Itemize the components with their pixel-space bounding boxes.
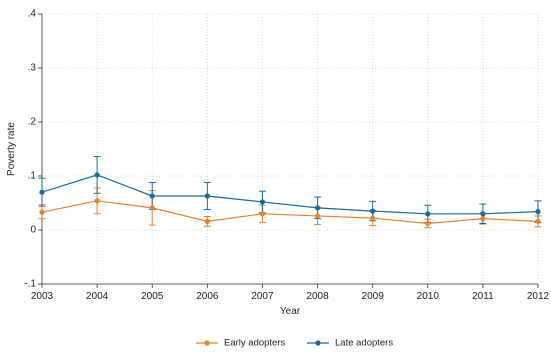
y-tick-label: .2 <box>28 117 37 128</box>
early-adopters-point <box>370 215 376 221</box>
x-tick-label: 2011 <box>472 291 494 302</box>
y-tick-label: 0 <box>30 225 36 236</box>
legend-late-adopters-label: Late adopters <box>335 338 393 349</box>
early-adopters-point <box>535 218 541 224</box>
x-axis-title: Year <box>280 306 301 317</box>
late-adopters-point <box>425 211 431 217</box>
x-tick-label: 2012 <box>527 291 550 302</box>
early-adopters-point <box>259 211 266 217</box>
legend-late-adopters-marker <box>315 340 321 346</box>
gridlines <box>41 13 539 285</box>
x-tick-label: 2005 <box>141 291 164 302</box>
y-tick-label: .1 <box>28 171 37 182</box>
late-adopters-point <box>480 211 486 217</box>
x-tick-label: 2003 <box>31 291 54 302</box>
early-adopters-point <box>94 198 100 204</box>
tick-labels: -.1 0 .1 .2 .3 .4 2003 2004 2005 2006 2007 2008 2009… <box>24 9 549 302</box>
x-tick-label: 2009 <box>362 291 385 302</box>
y-tick-label: -.1 <box>24 279 36 290</box>
late-adopters-point <box>149 193 155 199</box>
early-adopters-point <box>149 205 155 211</box>
error-bars <box>38 156 542 229</box>
x-tick-label: 2007 <box>251 291 274 302</box>
axes <box>38 13 539 288</box>
legend: Early adopters Late adopters <box>196 338 393 349</box>
series-points <box>39 172 541 227</box>
early-adopters-point <box>314 213 321 219</box>
early-adopters-point <box>39 209 45 215</box>
early-adopters-point <box>204 218 210 224</box>
y-tick-label: .4 <box>28 9 37 20</box>
late-adopters-point <box>39 189 45 195</box>
early-adopters-line <box>41 200 539 225</box>
x-tick-label: 2010 <box>417 291 440 302</box>
y-tick-label: .3 <box>28 63 37 74</box>
legend-early-adopters-marker <box>204 340 210 346</box>
x-tick-label: 2008 <box>306 291 329 302</box>
early-adopters-point <box>480 216 486 222</box>
series-lines <box>41 174 539 225</box>
late-adopters-point <box>370 208 376 214</box>
late-adopters-point <box>94 172 100 178</box>
y-axis-title: Poverty rate <box>6 122 17 176</box>
x-tick-label: 2006 <box>196 291 219 302</box>
late-adopters-point <box>535 209 541 215</box>
late-adopters-point <box>314 205 321 211</box>
legend-early-adopters-label: Early adopters <box>224 338 286 349</box>
early-adopters-point <box>425 220 431 227</box>
x-tick-label: 2004 <box>86 291 109 302</box>
late-adopters-line <box>41 174 539 215</box>
late-adopters-point <box>204 193 210 199</box>
late-adopters-point <box>259 199 266 205</box>
